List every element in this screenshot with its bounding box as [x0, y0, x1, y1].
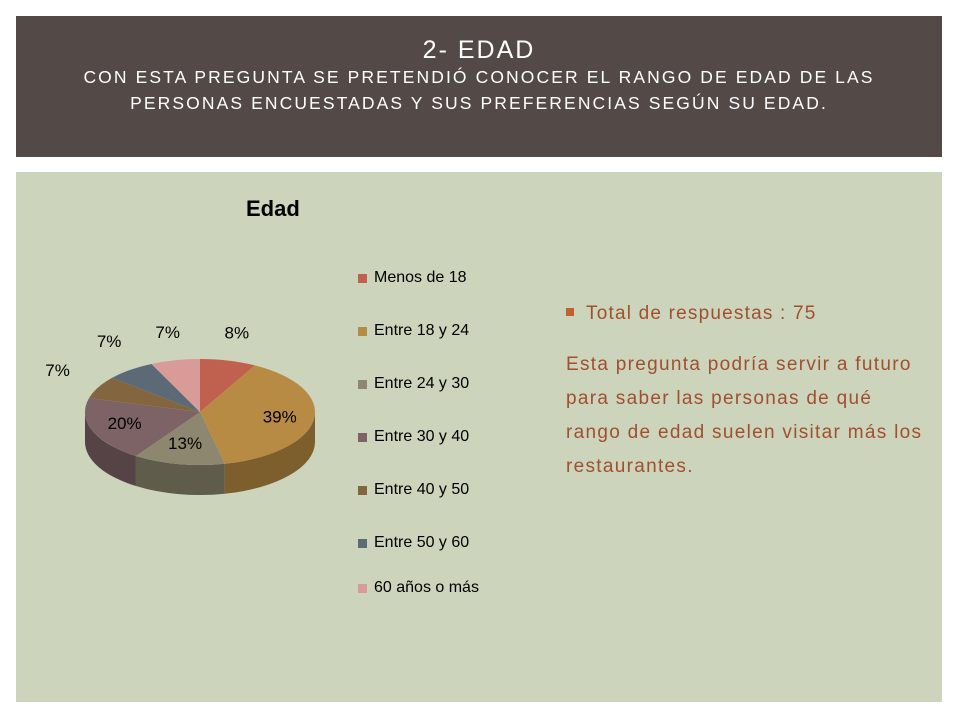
bullet-item: Total de respuestas : 75 — [566, 300, 926, 328]
pie-slice-side-2 — [135, 456, 225, 495]
pie-data-label-2: 13% — [168, 434, 202, 453]
pie-data-label-3: 20% — [108, 414, 142, 433]
pie-slice-4 — [88, 377, 200, 412]
slide-header: 2- EDAD CON ESTA PREGUNTA SE PRETENDIÓ C… — [16, 16, 942, 157]
legend-label: Entre 24 y 30 — [374, 375, 470, 392]
side-text: Total de respuestas : 75 Esta pregunta p… — [566, 300, 926, 484]
slide-subtitle: CON ESTA PREGUNTA SE PRETENDIÓ CONOCER E… — [83, 67, 875, 113]
bullet-square-icon — [566, 308, 574, 316]
pie-slice-2 — [135, 412, 225, 465]
pie-data-label-4: 7% — [45, 361, 70, 380]
legend-swatch-icon — [358, 486, 367, 495]
pie-data-label-0: 8% — [225, 323, 250, 342]
chart-title: Edad — [246, 196, 300, 221]
pie-slice-3 — [84, 398, 200, 457]
legend-swatch-icon — [358, 433, 367, 442]
total-responses-text: Total de respuestas : 75 — [586, 303, 817, 324]
legend-label: Entre 18 y 24 — [374, 322, 470, 339]
legend-label: Menos de 18 — [374, 269, 467, 286]
description-paragraph: Esta pregunta podría servir a futuro par… — [566, 354, 923, 477]
legend-label: Entre 50 y 60 — [374, 534, 470, 551]
pie-slice-0 — [200, 359, 255, 412]
legend-swatch-icon — [358, 539, 367, 548]
legend-swatch-icon — [358, 584, 367, 593]
pie-slice-6 — [151, 359, 200, 412]
legend-swatch-icon — [358, 274, 367, 283]
slide-title: 2- EDAD — [422, 36, 536, 64]
legend-label: Entre 40 y 50 — [374, 481, 470, 498]
pie-slice-side-1 — [224, 412, 315, 494]
pie-slice-side-3 — [85, 412, 136, 487]
legend-label: Entre 30 y 40 — [374, 428, 470, 445]
legend-swatch-icon — [358, 327, 367, 336]
pie-data-label-6: 7% — [155, 323, 180, 342]
legend-swatch-icon — [358, 380, 367, 389]
pie-data-label-5: 7% — [97, 332, 122, 351]
pie-slice-5 — [112, 363, 200, 412]
legend-label: 60 años o más — [374, 579, 479, 596]
pie-slice-1 — [200, 365, 315, 464]
pie-data-label-1: 39% — [263, 407, 297, 426]
